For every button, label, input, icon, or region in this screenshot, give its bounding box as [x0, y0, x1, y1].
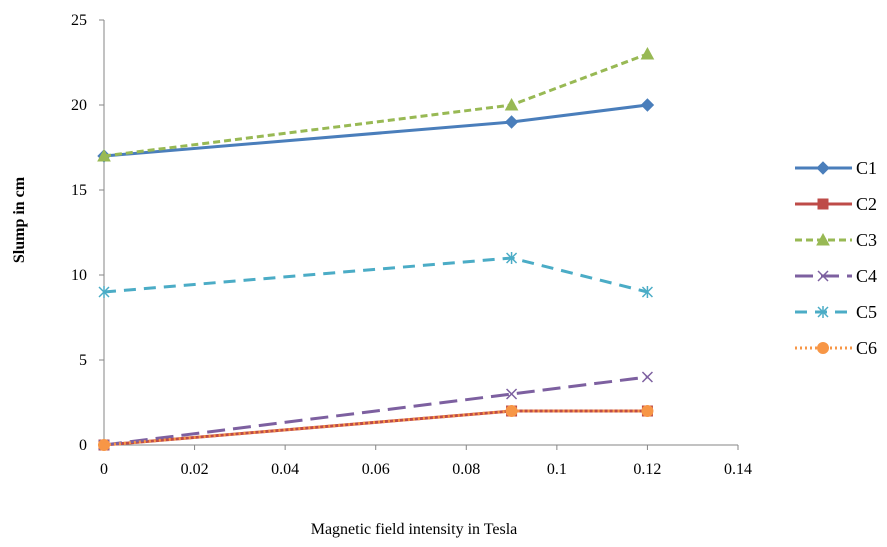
y-tick-label: 0: [79, 437, 87, 454]
data-point: [640, 46, 655, 60]
series-line: [103, 375, 648, 447]
series-line: [103, 409, 648, 447]
x-tick-label: 0.14: [724, 461, 752, 478]
legend-item-c3: C3: [795, 230, 877, 250]
y-tick-label: 20: [71, 97, 87, 114]
data-point: [640, 98, 655, 112]
data-point: [506, 388, 518, 400]
data-point: [504, 97, 519, 111]
data-point: [641, 405, 654, 417]
series-c5: [98, 252, 653, 298]
legend-item-c4: C4: [795, 266, 877, 286]
series-c3: [97, 46, 655, 162]
y-tick-label: 25: [71, 12, 87, 29]
legend-label: C5: [856, 302, 877, 322]
data-point: [641, 371, 653, 383]
legend-label: C3: [856, 230, 877, 250]
x-tick-label: 0.04: [271, 461, 299, 478]
data-point: [506, 252, 518, 264]
legend-item-c1: C1: [795, 158, 877, 178]
series-c6: [98, 405, 654, 451]
series-c2: [98, 405, 653, 451]
data-point: [641, 286, 653, 298]
x-tick-label: 0.1: [547, 461, 567, 478]
x-tick-label: 0.06: [362, 461, 390, 478]
data-point: [98, 439, 110, 451]
legend-item-c5: C5: [795, 302, 877, 322]
legend-marker: [817, 342, 829, 354]
x-tick-label: 0.12: [633, 461, 661, 478]
data-point: [98, 286, 110, 298]
legend-marker: [817, 198, 829, 210]
y-tick-label: 10: [71, 267, 87, 284]
y-axis-title: Slump in cm: [11, 176, 28, 263]
y-tick-label: 5: [79, 352, 87, 369]
legend-item-c2: C2: [795, 194, 877, 214]
data-point: [504, 115, 519, 129]
series-line: [103, 409, 648, 447]
series-line: [103, 52, 648, 158]
series-c1: [97, 98, 655, 163]
legend-label: C6: [856, 338, 877, 358]
x-tick-label: 0.08: [452, 461, 480, 478]
legend-marker: [817, 270, 829, 282]
x-axis-title: Magnetic field intensity in Tesla: [311, 521, 518, 538]
legend-marker: [816, 161, 830, 175]
legend-label: C2: [856, 194, 877, 214]
series-line: [103, 256, 648, 294]
x-tick-label: 0.02: [181, 461, 209, 478]
legend-label: C1: [856, 158, 877, 178]
series-layer: [97, 46, 655, 451]
series-line: [103, 103, 648, 158]
legend-marker: [817, 306, 829, 318]
data-point: [97, 148, 111, 162]
y-tick-label: 15: [71, 182, 87, 199]
tick-labels: 0 0.02 0.04 0.06 0.08 0.1 0.12 0.14 0 5 10 15 20 25: [71, 12, 752, 478]
x-tick-label: 0: [100, 461, 108, 478]
legend: C1 C2 C3 C4 C5 C6: [795, 158, 877, 358]
data-point: [505, 405, 518, 417]
chart-axes: [103, 20, 738, 446]
legend-label: C4: [856, 266, 877, 286]
legend-item-c6: C6: [795, 338, 877, 358]
legend-marker: [816, 232, 830, 246]
